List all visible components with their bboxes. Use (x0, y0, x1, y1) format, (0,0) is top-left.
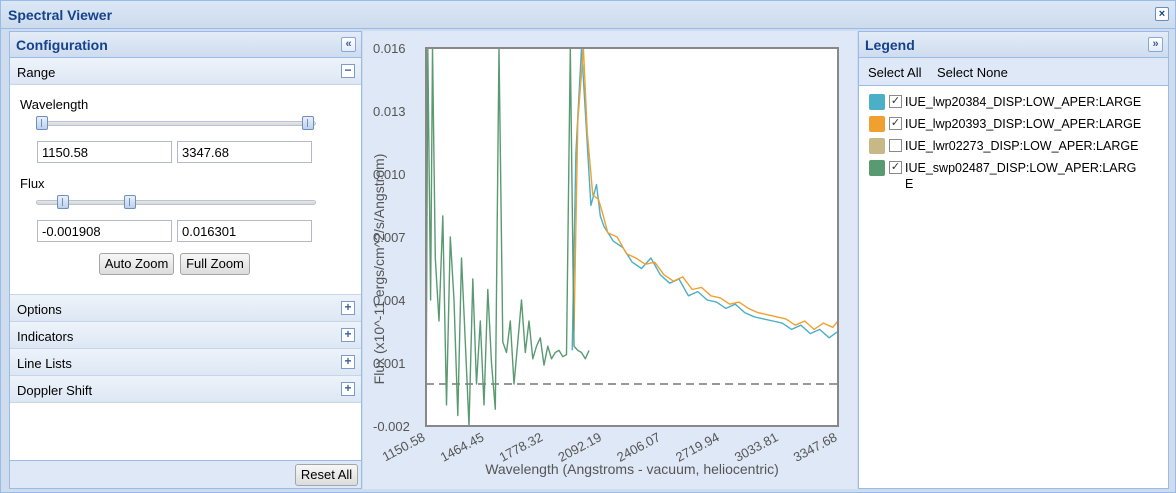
y-axis-label: Flux (x10^-11 ergs/cm^2/s/Angstrom) (371, 154, 387, 385)
legend-checkbox[interactable]: ✓ (889, 95, 902, 108)
x-tick-label: 1464.45 (438, 429, 487, 464)
configuration-header: Configuration « (10, 32, 361, 58)
legend-header: Legend » (859, 32, 1168, 58)
full-zoom-button[interactable]: Full Zoom (180, 253, 250, 275)
doppler-shift-section-header[interactable]: Doppler Shift + (10, 376, 361, 403)
wavelength-label: Wavelength (20, 97, 89, 112)
y-tick-label: 0.016 (373, 41, 406, 56)
auto-zoom-button[interactable]: Auto Zoom (99, 253, 174, 275)
close-icon[interactable]: × (1155, 7, 1169, 21)
configuration-panel: Configuration « Range − Wavelength 1150.… (9, 31, 362, 489)
window-title: Spectral Viewer (8, 7, 113, 23)
flux-slider-track[interactable] (36, 200, 316, 205)
series-line-1 (571, 48, 838, 351)
select-none-button[interactable]: Select None (937, 65, 1008, 80)
line-lists-section-header[interactable]: Line Lists + (10, 349, 361, 376)
y-tick-label: 0.010 (373, 167, 406, 182)
legend-color-swatch (869, 160, 885, 176)
wavelength-slider-track[interactable] (36, 121, 316, 126)
legend-checkbox[interactable]: ✓ (889, 117, 902, 130)
legend-checkbox[interactable]: ✓ (889, 161, 902, 174)
y-tick-label: -0.002 (373, 419, 410, 434)
plot-frame (425, 47, 839, 427)
range-section-body: Wavelength 1150.58 3347.68 Flux -0.00190… (10, 85, 361, 295)
plot-background (426, 48, 838, 426)
flux-slider-min-thumb[interactable] (57, 195, 69, 209)
series-line-3 (426, 48, 590, 426)
wavelength-min-input[interactable]: 1150.58 (37, 141, 172, 163)
y-tick-label: 0.004 (373, 293, 406, 308)
x-axis-label: Wavelength (Angstroms - vacuum, heliocen… (485, 461, 779, 477)
legend-color-swatch (869, 94, 885, 110)
x-tick-label: 2719.94 (673, 429, 722, 464)
flux-label: Flux (20, 176, 45, 191)
x-tick-label: 1778.32 (497, 429, 546, 464)
y-tick-label: 0.013 (373, 104, 406, 119)
flux-min-input[interactable]: -0.001908 (37, 220, 172, 242)
expand-right-icon[interactable]: » (1148, 37, 1163, 52)
window-header: Spectral Viewer × (1, 1, 1175, 29)
legend-item[interactable]: ✓ IUE_lwp20393_DISP:LOW_APER:LARGE (869, 116, 1159, 134)
expand-plus-icon[interactable]: + (341, 328, 355, 342)
legend-item[interactable]: ✓ IUE_lwp20384_DISP:LOW_APER:LARGE (869, 94, 1159, 112)
x-tick-label: 3033.81 (732, 429, 781, 464)
legend-item-label: IUE_lwp20393_DISP:LOW_APER:LARGE (905, 117, 1142, 131)
options-section-header[interactable]: Options + (10, 295, 361, 322)
wavelength-slider-max-thumb[interactable] (302, 116, 314, 130)
flux-max-input[interactable]: 0.016301 (177, 220, 312, 242)
select-all-button[interactable]: Select All (868, 65, 922, 80)
legend-toolbar: Select All Select None (859, 58, 1168, 86)
options-section-title: Options (17, 302, 62, 317)
x-tick-label: 3347.68 (791, 429, 840, 464)
expand-plus-icon[interactable]: + (341, 382, 355, 396)
x-tick-label: 2406.07 (614, 429, 663, 464)
expand-plus-icon[interactable]: + (341, 301, 355, 315)
spectrum-chart-svg[interactable]: 0.016 0.013 0.010 0.007 0.004 0.001 -0.0021150… (363, 31, 857, 489)
series-line-2 (573, 48, 838, 332)
doppler-shift-section-title: Doppler Shift (17, 383, 93, 398)
reset-all-button[interactable]: Reset All (295, 464, 358, 486)
x-tick-label: 1150.58 (380, 429, 428, 464)
collapse-left-icon[interactable]: « (341, 37, 356, 52)
x-tick-label: 2092.19 (555, 429, 604, 464)
wavelength-max-input[interactable]: 3347.68 (177, 141, 312, 163)
legend-color-swatch (869, 138, 885, 154)
legend-checkbox[interactable] (889, 139, 902, 152)
configuration-title: Configuration (16, 37, 108, 53)
expand-plus-icon[interactable]: + (341, 355, 355, 369)
range-section-title: Range (17, 65, 56, 80)
legend-title: Legend (865, 37, 915, 53)
spectrum-chart[interactable]: 0.016 0.013 0.010 0.007 0.004 0.001 -0.002 1150… (363, 31, 857, 489)
legend-item-label: IUE_lwr02273_DISP:LOW_APER:LARGE (905, 139, 1139, 153)
legend-panel: Legend » Select All Select None ✓ IUE_lw… (858, 31, 1169, 489)
indicators-section-header[interactable]: Indicators + (10, 322, 361, 349)
line-lists-section-title: Line Lists (17, 356, 72, 371)
range-section-header[interactable]: Range − (10, 58, 361, 85)
legend-item[interactable]: ✓ IUE_swp02487_DISP:LOW_APER:LARGE (869, 160, 1159, 194)
configuration-footer: Reset All (10, 460, 361, 488)
collapse-minus-icon[interactable]: − (341, 64, 355, 78)
indicators-section-title: Indicators (17, 329, 74, 344)
legend-item-label: IUE_swp02487_DISP:LOW_APER:LARGE (905, 161, 1137, 191)
wavelength-slider-min-thumb[interactable] (36, 116, 48, 130)
y-tick-label: 0.007 (373, 230, 406, 245)
legend-item-label: IUE_lwp20384_DISP:LOW_APER:LARGE (905, 95, 1142, 109)
legend-item[interactable]: IUE_lwr02273_DISP:LOW_APER:LARGE (869, 138, 1159, 156)
legend-color-swatch (869, 116, 885, 132)
y-tick-label: 0.001 (373, 356, 406, 371)
flux-slider-max-thumb[interactable] (124, 195, 136, 209)
